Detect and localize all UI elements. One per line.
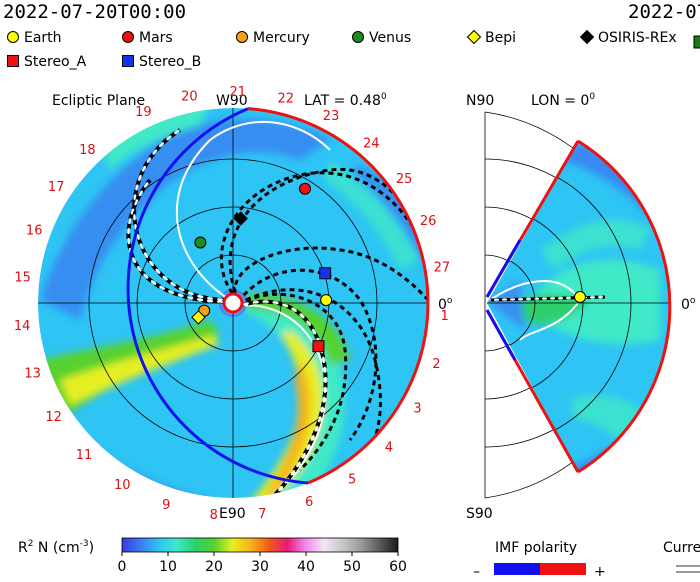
legend-mars-marker — [122, 31, 134, 43]
legend-mercury-marker — [236, 31, 248, 43]
legend-earth-label: Earth — [24, 30, 62, 46]
current-legend: Curre — [663, 540, 700, 573]
sun-marker — [222, 292, 244, 314]
object-legend: Earth Mars Mercury Venus Bepi OSIRIS-REx Stere… — [7, 29, 700, 70]
meridional-outer-arc — [577, 139, 672, 474]
imf-title: IMF polarity — [495, 540, 577, 556]
ecliptic-bepi-marker — [191, 310, 206, 325]
carrington-tick-label: 14 — [14, 319, 31, 334]
imf-plus: + — [594, 564, 606, 580]
boundary-negative — [126, 107, 309, 485]
lat-label: LAT = 0.480 — [304, 92, 387, 109]
imf-polarity: IMF polarity – + — [473, 540, 606, 580]
legend-stereo-b-label: Stereo_B — [139, 54, 201, 70]
ecliptic-objects — [191, 182, 333, 353]
colorbar-gradient — [121, 537, 399, 553]
imf-negative-bar — [494, 563, 540, 575]
colorbar-tick-label: 20 — [205, 559, 223, 575]
carrington-tick-label: 11 — [76, 448, 93, 463]
carrington-tick-label: 10 — [114, 478, 131, 493]
carrington-tick-label: 16 — [26, 223, 43, 238]
ecliptic-osiris-rex-marker — [233, 211, 248, 226]
imf-minus: – — [473, 564, 480, 580]
legend-stereo-b-marker — [122, 55, 134, 67]
colorbar-tick-label: 30 — [251, 559, 269, 575]
carrington-tick-label: 18 — [79, 143, 96, 158]
s90-label: S90 — [466, 506, 493, 522]
carrington-tick-label: 25 — [396, 172, 413, 187]
ecliptic-venus-marker — [194, 236, 207, 249]
n90-label: N90 — [466, 93, 494, 109]
carrington-tick-label: 3 — [413, 401, 421, 416]
ecliptic-stereo-a-marker — [312, 340, 325, 353]
meridional-zero-label: 0o — [681, 296, 696, 313]
ecliptic-stereo-b-marker — [319, 267, 332, 280]
e90-label: E90 — [219, 506, 246, 522]
colorbar-tick-label: 10 — [159, 559, 177, 575]
carrington-tick-label: 13 — [24, 366, 41, 381]
carrington-tick-label: 1 — [441, 309, 449, 324]
carrington-tick-label: 8 — [210, 508, 218, 523]
timestamp-left: 2022-07-20T00:00 — [3, 1, 186, 23]
ecliptic-mars-marker — [299, 182, 311, 195]
carrington-tick-label: 22 — [278, 92, 295, 107]
colorbar: R2 N (cm-3) 0 10 20 30 40 50 60 — [18, 537, 407, 575]
ecliptic-panel: Ecliptic Plane LAT = 0.480 W90 E90 0o — [14, 85, 453, 523]
colorbar-label: R2 N (cm-3) — [18, 539, 94, 556]
colorbar-tick-label: 60 — [389, 559, 407, 575]
legend-overflow-marker — [693, 35, 700, 49]
legend-mars-label: Mars — [139, 30, 173, 46]
carrington-tick-label: 6 — [305, 495, 313, 510]
legend-bepi-label: Bepi — [485, 30, 516, 46]
carrington-tick-label: 19 — [135, 105, 152, 120]
legend-stereo-a-marker — [7, 55, 19, 67]
carrington-tick-label: 21 — [229, 85, 246, 100]
legend-venus-label: Venus — [369, 30, 411, 46]
legend-bepi-marker — [466, 29, 482, 45]
carrington-tick-label: 7 — [258, 507, 266, 522]
colorbar-tick-label: 40 — [297, 559, 315, 575]
carrington-tick-label: 20 — [181, 90, 198, 105]
colorbar-tick-label: 50 — [343, 559, 361, 575]
boundary-positive — [247, 107, 430, 485]
colorbar-tick-label: 0 — [118, 559, 127, 575]
legend-osiris-rex-label: OSIRIS-REx — [598, 30, 677, 46]
meridional-earth-marker — [574, 291, 586, 303]
meridional-density-field — [487, 141, 670, 472]
colorbar-ticks: 0 10 20 30 40 50 60 — [118, 552, 407, 575]
carrington-tick-label: 27 — [434, 261, 451, 276]
zero-deg-label: 0o — [438, 296, 453, 313]
carrington-tick-label: 12 — [45, 410, 62, 425]
carrington-tick-label: 24 — [363, 136, 380, 151]
ecliptic-plane-label: Ecliptic Plane — [52, 93, 145, 109]
carrington-tick-label: 15 — [14, 270, 31, 285]
carrington-tick-label: 23 — [323, 109, 340, 124]
ecliptic-earth-marker — [320, 294, 333, 307]
current-label: Curre — [663, 540, 700, 556]
carrington-tick-label: 9 — [162, 498, 170, 513]
w90-label: W90 — [216, 93, 248, 109]
legend-earth-marker — [7, 31, 19, 43]
carrington-tick-label: 2 — [432, 357, 440, 372]
carrington-tick-label: 5 — [348, 472, 356, 487]
imf-positive-bar — [540, 563, 586, 575]
carrington-tick-label: 4 — [385, 441, 393, 456]
carrington-tick-label: 26 — [420, 214, 437, 229]
lon-label: LON = 00 — [531, 92, 595, 109]
legend-venus-marker — [352, 31, 364, 43]
timestamp-right: 2022-07- — [628, 1, 700, 23]
legend-mercury-label: Mercury — [253, 30, 310, 46]
carrington-tick-label: 17 — [48, 180, 65, 195]
legend-stereo-a-label: Stereo_A — [24, 54, 87, 70]
legend-osiris-rex-marker — [579, 29, 595, 45]
